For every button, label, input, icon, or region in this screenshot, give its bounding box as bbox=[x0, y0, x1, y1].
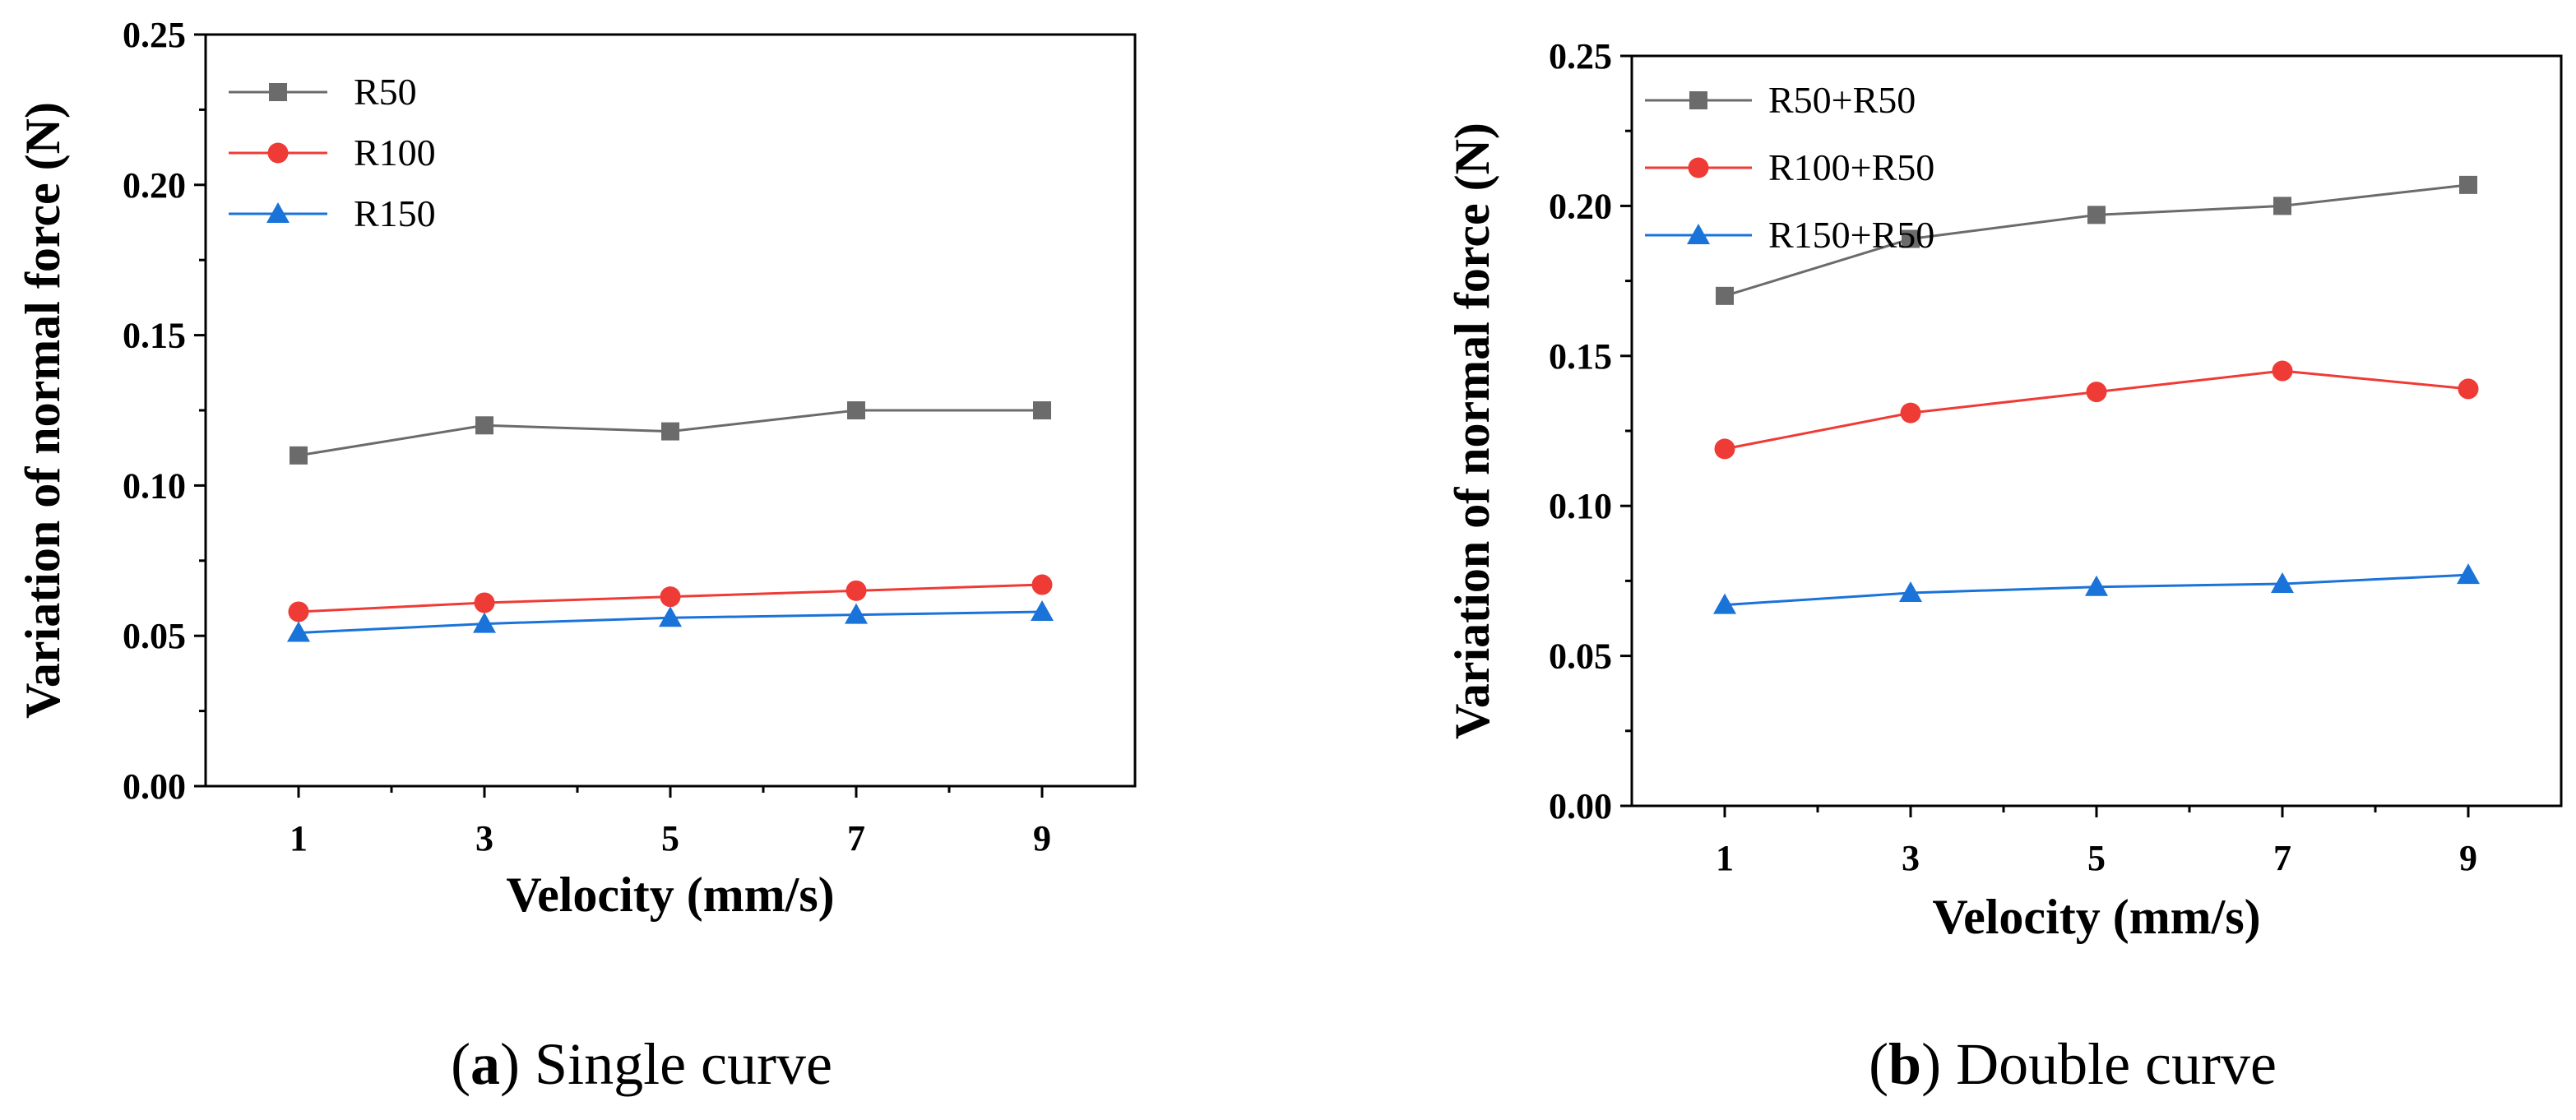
panel-caption: (a) Single curve bbox=[451, 1031, 832, 1097]
data-point-square bbox=[475, 416, 493, 435]
data-point-circle bbox=[1031, 574, 1053, 595]
data-point-triangle bbox=[473, 612, 496, 633]
x-tick-label: 5 bbox=[2087, 838, 2106, 878]
x-tick-label: 1 bbox=[1716, 838, 1734, 878]
panel-caption: (b) Double curve bbox=[1869, 1031, 2277, 1097]
x-tick-label: 5 bbox=[661, 818, 679, 859]
x-tick-label: 3 bbox=[475, 818, 493, 859]
data-point-circle bbox=[2272, 360, 2293, 382]
data-point-circle bbox=[1714, 438, 1735, 460]
y-tick-label: 0.05 bbox=[1549, 636, 1612, 677]
data-point-square bbox=[661, 422, 679, 441]
x-axis-title: Velocity (mm/s) bbox=[1932, 890, 2260, 944]
data-point-triangle bbox=[2457, 563, 2480, 585]
caption-letter: b bbox=[1888, 1031, 1921, 1097]
y-tick-label: 0.25 bbox=[123, 15, 186, 55]
data-point-triangle bbox=[659, 606, 682, 627]
legend-marker-square bbox=[1689, 91, 1707, 109]
x-tick-label: 3 bbox=[1902, 838, 1920, 878]
y-tick-label: 0.20 bbox=[123, 165, 186, 206]
y-tick-label: 0.10 bbox=[123, 465, 186, 506]
legend-marker-triangle bbox=[1687, 224, 1710, 244]
data-point-square bbox=[1033, 401, 1051, 419]
data-point-circle bbox=[474, 592, 495, 613]
y-tick-label: 0.10 bbox=[1549, 486, 1612, 526]
y-tick-label: 0.00 bbox=[123, 766, 186, 807]
y-axis-title: Variation of normal force (N) bbox=[16, 102, 70, 719]
legend-label: R150+R50 bbox=[1768, 214, 1934, 256]
data-point-circle bbox=[660, 586, 681, 608]
legend-marker-circle bbox=[267, 142, 289, 164]
caption-text: Single curve bbox=[535, 1031, 832, 1097]
data-point-circle bbox=[846, 580, 867, 601]
x-tick-label: 9 bbox=[1033, 818, 1051, 859]
x-tick-label: 7 bbox=[847, 818, 865, 859]
data-point-triangle bbox=[2271, 572, 2294, 594]
x-tick-label: 7 bbox=[2273, 838, 2291, 878]
caption-letter: a bbox=[470, 1031, 500, 1097]
data-point-square bbox=[2273, 197, 2291, 215]
data-point-square bbox=[290, 446, 308, 465]
y-tick-label: 0.25 bbox=[1549, 36, 1612, 76]
data-point-triangle bbox=[1031, 599, 1054, 621]
data-point-square bbox=[2459, 175, 2477, 194]
y-tick-label: 0.05 bbox=[123, 616, 186, 656]
legend-label: R100+R50 bbox=[1768, 146, 1934, 188]
data-point-square bbox=[847, 401, 865, 419]
data-point-square bbox=[2087, 206, 2106, 224]
x-tick-label: 1 bbox=[290, 818, 308, 859]
y-tick-label: 0.00 bbox=[1549, 786, 1612, 826]
x-tick-label: 9 bbox=[2459, 838, 2477, 878]
data-point-triangle bbox=[287, 621, 310, 642]
data-point-triangle bbox=[2085, 575, 2108, 596]
x-axis-title: Velocity (mm/s) bbox=[506, 868, 834, 922]
legend-marker-triangle bbox=[266, 202, 290, 223]
data-point-triangle bbox=[1899, 581, 1922, 602]
legend-label: R50+R50 bbox=[1768, 79, 1916, 121]
data-point-circle bbox=[2458, 378, 2479, 400]
data-point-circle bbox=[1900, 402, 1921, 423]
data-point-circle bbox=[288, 601, 309, 622]
legend-label: R50 bbox=[354, 71, 417, 113]
data-point-triangle bbox=[845, 603, 868, 624]
y-axis-title: Variation of normal force (N) bbox=[1445, 123, 1499, 739]
y-tick-label: 0.15 bbox=[1549, 336, 1612, 377]
data-point-circle bbox=[2086, 382, 2107, 403]
panel-b-double-curve: 0.00 0.05 0.10 0.15 0.20 0.25 1 3 5 7 9 Velocity (m… bbox=[1445, 36, 2563, 1097]
y-tick-label: 0.20 bbox=[1549, 186, 1612, 226]
panel-a-single-curve: 0.00 0.05 0.10 0.15 0.20 0.25 1 3 5 7 9 Velocity (m… bbox=[16, 15, 1137, 1097]
data-point-triangle bbox=[1713, 593, 1736, 614]
data-point-square bbox=[1902, 229, 1920, 248]
caption-text: Double curve bbox=[1956, 1031, 2277, 1097]
legend-marker-circle bbox=[1688, 157, 1709, 178]
legend-marker-square bbox=[269, 83, 287, 101]
legend-label: R150 bbox=[354, 192, 436, 234]
y-tick-label: 0.15 bbox=[123, 316, 186, 356]
data-point-square bbox=[1716, 286, 1734, 305]
legend-label: R100 bbox=[354, 132, 436, 174]
